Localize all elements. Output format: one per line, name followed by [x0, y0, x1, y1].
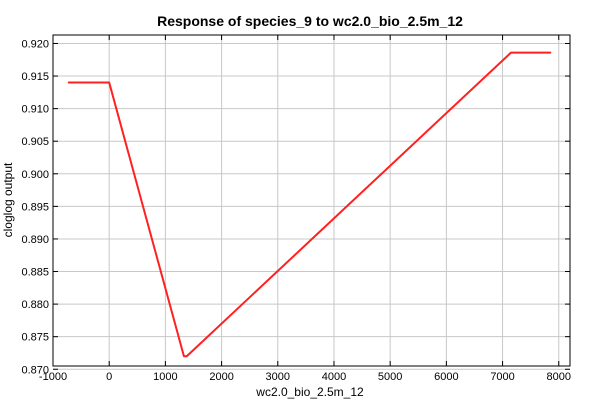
y-tick-label: 0.875 [21, 332, 49, 344]
series-layer [67, 51, 552, 358]
y-tick-label: 0.880 [21, 299, 49, 311]
y-tick-label: 0.905 [21, 136, 49, 148]
y-tick-label: 0.920 [21, 38, 49, 50]
x-tick-label: 6000 [434, 371, 458, 383]
x-tick-label: 0 [106, 371, 112, 383]
chart-title: Response of species_9 to wc2.0_bio_2.5m_… [157, 13, 463, 29]
y-tick-label: 0.895 [21, 201, 49, 213]
axis-ticks: -1000 0 1000 2000 3000 4000 5000 6000 7000 8000 0.… [21, 35, 571, 383]
x-tick-label: 7000 [490, 371, 514, 383]
y-tick-label: 0.890 [21, 234, 49, 246]
x-tick-label: 3000 [266, 371, 290, 383]
x-axis-label: wc2.0_bio_2.5m_12 [255, 385, 364, 399]
plot-area-frame [52, 34, 571, 367]
y-tick-label: 0.910 [21, 104, 49, 116]
y-axis-label: cloglog output [1, 162, 15, 237]
x-tick-label: -1000 [39, 371, 67, 383]
x-tick-label: 5000 [378, 371, 402, 383]
x-tick-label: 4000 [322, 371, 346, 383]
y-tick-label: 0.900 [21, 169, 49, 181]
series-line [67, 51, 552, 358]
y-tick-label: 0.915 [21, 71, 49, 83]
grid-lines [52, 35, 570, 370]
x-tick-label: 2000 [209, 371, 233, 383]
y-tick-label: 0.885 [21, 267, 49, 279]
x-tick-label: 1000 [153, 371, 177, 383]
x-tick-label: 8000 [547, 371, 571, 383]
y-tick-label: 0.870 [21, 364, 49, 376]
